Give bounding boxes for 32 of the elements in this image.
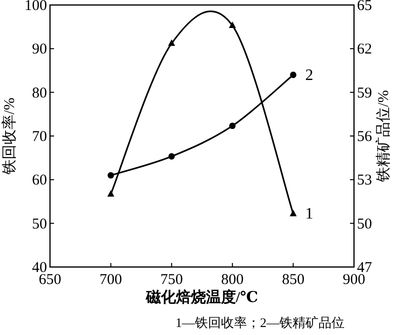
y2-tick-label: 62 <box>357 42 372 58</box>
point <box>229 122 236 130</box>
point <box>107 190 114 197</box>
y2-tick-label: 50 <box>357 216 372 232</box>
text: 1—铁回收率；2—铁精矿品位 <box>176 315 344 330</box>
point <box>168 153 175 160</box>
annotation: 1 <box>305 206 314 223</box>
annotation: 2 <box>305 66 314 84</box>
y-tick-label: 70 <box>32 129 47 145</box>
point <box>168 39 176 46</box>
x-tick-label: 850 <box>282 272 304 288</box>
x-tick-label: 800 <box>221 272 244 288</box>
y2-axis-title: 铁精矿品位/% <box>375 90 392 183</box>
y2-tick-label: 56 <box>357 129 372 145</box>
point <box>290 210 297 216</box>
point <box>228 22 236 28</box>
y-tick-label: 90 <box>32 42 47 58</box>
point <box>108 172 114 178</box>
y-tick-label: 80 <box>32 85 47 102</box>
y-tick-label: 100 <box>24 0 47 14</box>
point <box>290 72 296 78</box>
y-tick-label: 60 <box>32 172 47 189</box>
x-tick-label: 700 <box>100 272 122 288</box>
y2-tick-label: 65 <box>357 0 372 14</box>
x-axis-title: 磁化焙烧温度/℃ <box>144 288 258 306</box>
x-tick-label: 650 <box>38 272 62 288</box>
x-tick-label: 750 <box>160 272 183 288</box>
x-tick-label: 900 <box>342 272 366 288</box>
y2-tick-label: 59 <box>357 85 372 102</box>
y-tick-label: 50 <box>32 216 47 232</box>
y-axis-title: 铁回收率/% <box>1 98 18 176</box>
y2-tick-label: 53 <box>357 172 372 189</box>
